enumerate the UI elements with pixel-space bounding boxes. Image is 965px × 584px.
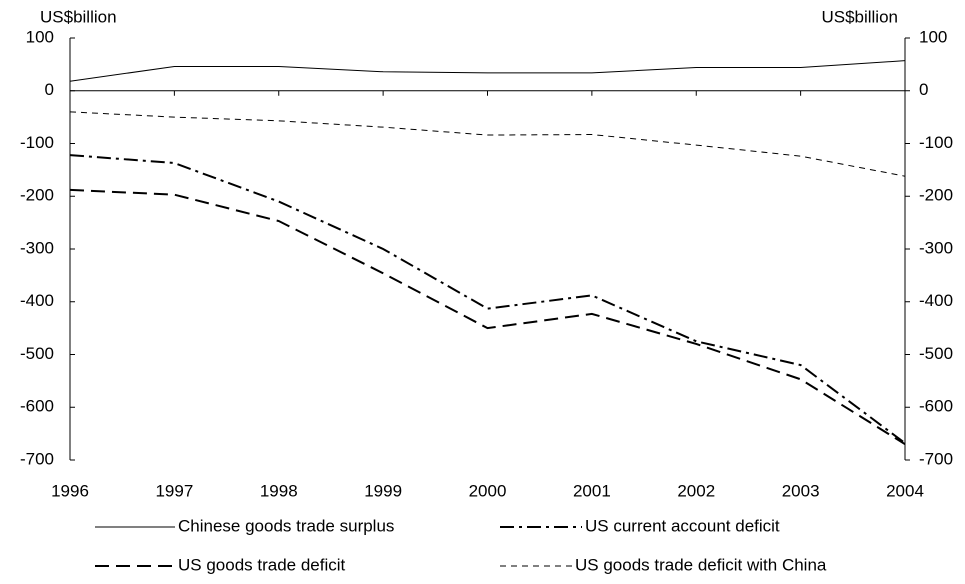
y2-tick-label: -500: [919, 344, 953, 363]
y-tick-label: -300: [20, 238, 54, 257]
series-line: [69, 60, 906, 82]
y-tick-label: 100: [26, 27, 54, 46]
legend-label: Chinese goods trade surplus: [178, 516, 394, 535]
y2-tick-label: -400: [919, 291, 953, 310]
legend-label: US goods trade deficit with China: [575, 555, 827, 574]
x-tick-label: 1998: [260, 481, 298, 500]
x-tick-label: 2004: [886, 481, 924, 500]
series-line: [69, 154, 906, 444]
y2-tick-label: -300: [919, 238, 953, 257]
legend-label: US goods trade deficit: [178, 555, 346, 574]
x-tick-label: 1996: [51, 481, 89, 500]
y2-tick-label: -600: [919, 397, 953, 416]
x-tick-label: 1999: [364, 481, 402, 500]
x-tick-label: 2002: [677, 481, 715, 500]
y-tick-label: -700: [20, 449, 54, 468]
y2-tick-label: 100: [919, 27, 947, 46]
x-tick-label: 2003: [782, 481, 820, 500]
y2-axis-label: US$billion: [821, 7, 898, 26]
series-line: [69, 188, 906, 446]
y-tick-label: -100: [20, 133, 54, 152]
y2-tick-label: 0: [919, 80, 928, 99]
y-axis-label: US$billion: [40, 7, 117, 26]
y-tick-label: -200: [20, 186, 54, 205]
x-tick-label: 2001: [573, 481, 611, 500]
y-tick-label: -600: [20, 397, 54, 416]
legend-label: US current account deficit: [585, 516, 780, 535]
series-line: [69, 111, 906, 177]
y-tick-label: -500: [20, 344, 54, 363]
y2-tick-label: -100: [919, 133, 953, 152]
x-tick-label: 1997: [155, 481, 193, 500]
y2-tick-label: -200: [919, 186, 953, 205]
x-tick-label: 2000: [469, 481, 507, 500]
y-tick-label: -400: [20, 291, 54, 310]
y-tick-label: 0: [45, 80, 54, 99]
y2-tick-label: -700: [919, 449, 953, 468]
